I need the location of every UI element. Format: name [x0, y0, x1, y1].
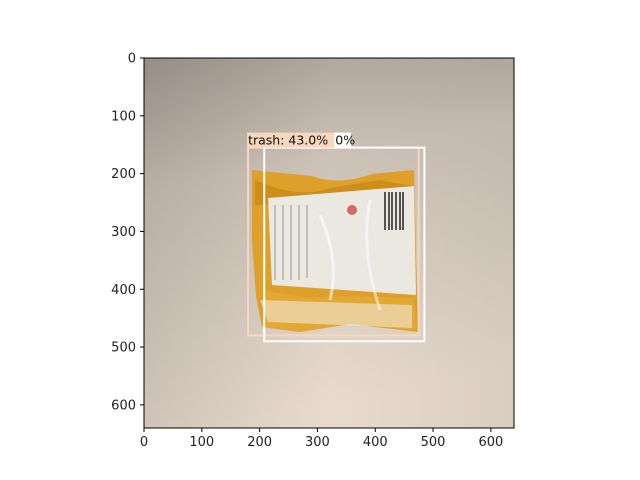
y-tick-label: 400	[111, 283, 136, 298]
x-tick-label: 500	[421, 435, 446, 450]
x-tick-label: 0	[140, 435, 148, 450]
detection-overlay: trash: 43.0% 0%	[247, 132, 426, 343]
x-tick-label: 300	[305, 435, 330, 450]
y-axis: 0 100 200 300 400 500 600	[111, 52, 144, 413]
y-tick-label: 100	[111, 109, 136, 124]
x-tick-label: 400	[363, 435, 388, 450]
x-tick-label: 100	[189, 435, 214, 450]
detection-label-bg	[247, 132, 338, 148]
x-tick-label: 600	[478, 435, 503, 450]
x-tick-label: 200	[247, 435, 272, 450]
y-tick-label: 200	[111, 167, 136, 182]
axes-frame	[143, 57, 515, 429]
chip-bag-image	[252, 170, 418, 332]
y-tick-label: 500	[111, 341, 136, 356]
x-axis: 0 100 200 300 400 500 600	[140, 428, 503, 450]
y-tick-label: 600	[111, 398, 136, 413]
photo: trash: 43.0% 0%	[144, 58, 514, 428]
detection-label: 0%	[335, 133, 355, 148]
y-tick-label: 0	[128, 52, 136, 67]
y-tick-label: 300	[111, 225, 136, 240]
detection-label: trash: 43.0%	[248, 133, 328, 148]
detection-label-bg	[334, 132, 352, 148]
